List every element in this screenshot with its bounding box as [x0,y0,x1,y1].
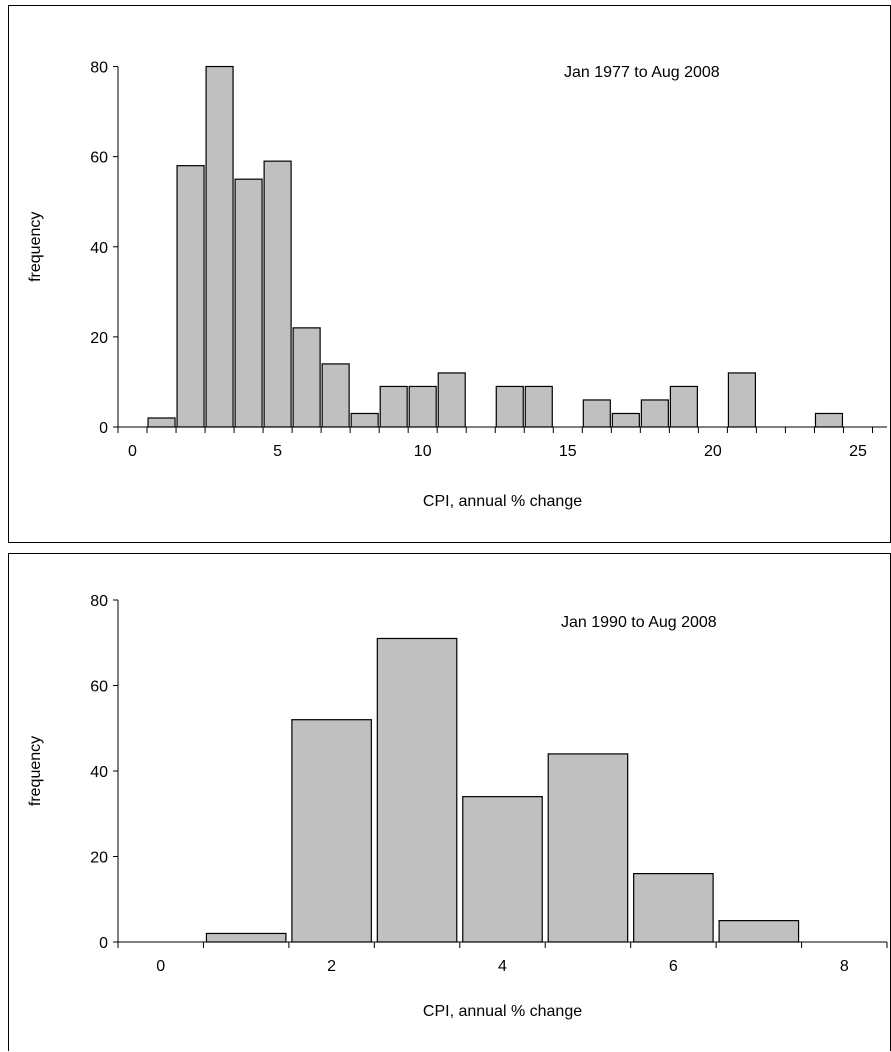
y-axis-label: frequency [27,212,44,282]
bar-2 [176,165,205,428]
bar-6 [633,873,714,943]
bar-21 [727,372,756,428]
x-tick-label: 25 [849,443,867,460]
y-tick-label: 20 [90,850,108,867]
y-tick-label: 60 [90,679,108,696]
date-range-annotation: Jan 1990 to Aug 2008 [561,614,717,631]
bar-10 [408,385,437,428]
x-tick-label: 2 [327,958,336,975]
x-tick-label: 15 [559,443,577,460]
y-tick-label: 40 [90,764,108,781]
bar-9 [379,385,408,428]
bar-5 [547,753,629,943]
bar-4 [234,178,263,428]
bar-7 [718,920,800,943]
x-tick-label: 0 [156,958,165,975]
x-tick-label: 6 [669,958,678,975]
bar-24 [814,412,844,428]
bar-6 [292,327,321,428]
y-tick-label: 0 [99,935,108,952]
bar-3 [376,637,458,943]
bar-1 [205,932,287,943]
y-axis-label: frequency [27,736,44,806]
x-axis-label: CPI, annual % change [423,493,582,510]
chart-panel-1990: 0 20 40 60 80 0 2 4 6 8 CPI, annual % change freque… [8,553,891,1051]
bar-17 [611,412,640,428]
bar-19 [669,385,698,428]
y-tick-label: 20 [90,330,108,347]
histogram-1977-chart: 0 20 40 60 80 0 5 10 15 20 25 CPI, annual % change f… [27,60,887,510]
bar-3 [205,65,234,428]
x-tick-label: 8 [840,958,849,975]
bar-2 [291,719,372,943]
x-tick-label: 5 [273,443,282,460]
bar-4 [462,796,543,943]
bar-7 [321,363,350,428]
bar-13 [495,385,524,428]
date-range-annotation: Jan 1977 to Aug 2008 [564,64,720,81]
bar-14 [524,385,553,428]
x-tick-label: 20 [704,443,722,460]
x-tick-label: 0 [128,443,137,460]
x-axis-label: CPI, annual % change [423,1003,582,1020]
bar-16 [582,399,611,428]
x-tick-label: 4 [498,958,507,975]
y-tick-label: 40 [90,240,108,257]
bar-11 [437,372,466,428]
bar-8 [350,412,379,428]
x-tick-label: 10 [414,443,432,460]
histogram-1990-chart: 0 20 40 60 80 0 2 4 6 8 CPI, annual % change freque… [27,593,888,1020]
bar-18 [640,399,669,428]
bar-5 [263,160,292,428]
chart-panel-1977: 0 20 40 60 80 0 5 10 15 20 25 CPI, annual % change f… [8,5,891,543]
y-tick-label: 0 [99,420,108,437]
y-tick-label: 80 [90,60,108,77]
bar-1 [147,417,176,428]
y-tick-label: 80 [90,593,108,610]
y-tick-label: 60 [90,150,108,167]
